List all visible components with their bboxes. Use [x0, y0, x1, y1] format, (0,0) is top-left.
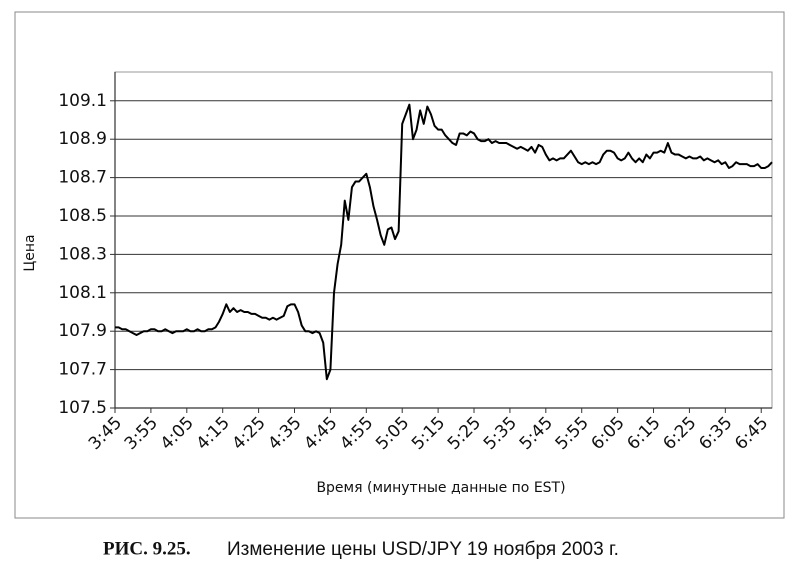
y-tick-label: 108.5: [58, 206, 107, 226]
y-tick-label: 108.7: [58, 168, 107, 188]
y-tick-label: 107.7: [58, 360, 107, 380]
chart-frame: [14, 11, 785, 519]
caption-text: Изменение цены USD/JPY 19 ноября 2003 г.: [227, 539, 619, 560]
y-tick-label: 107.9: [58, 321, 107, 341]
y-axis-label: Цена: [22, 234, 38, 271]
y-tick-label: 108.9: [58, 129, 107, 149]
caption-number: РИС. 9.25.: [103, 538, 191, 559]
y-tick-label: 107.5: [58, 398, 107, 418]
y-tick-label: 108.1: [58, 283, 107, 303]
y-tick-label: 108.3: [58, 244, 107, 264]
y-tick-label: 109.1: [58, 91, 107, 111]
price-line: [115, 103, 773, 381]
x-axis-label: Время (минутные данные по EST): [316, 480, 565, 496]
